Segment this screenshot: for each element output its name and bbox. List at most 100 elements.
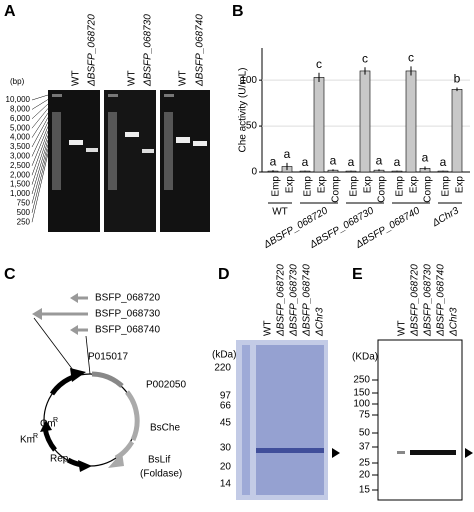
ladder-tick [31, 126, 49, 166]
y-tick-label: 100 [240, 75, 257, 86]
label: Comp [331, 176, 342, 203]
significance-letter: c [408, 51, 414, 65]
label: Emp [441, 176, 452, 197]
significance-letter: a [394, 155, 401, 169]
label: Emp [349, 176, 360, 197]
marker-label: 100 [353, 399, 370, 410]
label: Km [20, 435, 35, 446]
marker-label: 15 [359, 485, 371, 496]
panel-label: E [352, 266, 363, 283]
ladder-label: 4,000 [10, 133, 31, 142]
significance-letter: a [284, 147, 291, 161]
ladder-tick [31, 99, 49, 110]
label: Exp [363, 176, 374, 194]
ladder-tick [31, 144, 49, 204]
label: ΔBSFP_068740 [302, 264, 313, 337]
significance-letter: a [422, 151, 429, 165]
marker-label: 75 [359, 410, 371, 421]
label: BsLif [148, 455, 170, 466]
label: ΔBSFP_068730 [289, 264, 300, 337]
ladder-tick [31, 108, 49, 129]
label: P002050 [146, 380, 186, 391]
label: Comp [423, 176, 434, 203]
bar [451, 89, 463, 173]
label: WT [263, 320, 274, 336]
label: WT [127, 70, 138, 86]
ladder-label: 8,000 [10, 105, 31, 114]
ladder-label: 1,000 [10, 189, 31, 198]
unit-label: (kDa) [212, 350, 236, 361]
label: (Foldase) [140, 469, 182, 480]
ladder-label: 3,500 [10, 142, 31, 151]
ladder-tick [31, 121, 49, 157]
ladder-tick [31, 148, 49, 213]
ladder-tick [31, 112, 49, 138]
marker-label: 25 [359, 458, 371, 469]
label: WT [71, 70, 82, 86]
label: ΔBSFP_068720 [410, 264, 421, 337]
label: Exp [455, 176, 466, 194]
ladder-tick [31, 139, 49, 195]
marker-label: 20 [220, 462, 232, 473]
label: Comp [377, 176, 388, 203]
label: P015017 [88, 352, 128, 363]
significance-letter: a [376, 153, 383, 167]
group-label: WT [272, 207, 288, 218]
ladder-tick [31, 103, 49, 119]
label: ΔBSFP_068740 [436, 264, 447, 337]
marker-label: 50 [359, 428, 371, 439]
marker-label: 30 [220, 443, 232, 454]
significance-letter: a [302, 155, 309, 169]
label: Rep [50, 454, 69, 465]
marker-label: 45 [220, 418, 232, 429]
label: R [53, 417, 58, 424]
label: WT [178, 70, 189, 86]
ladder-label: 3,000 [10, 152, 31, 161]
label: ΔChr3 [315, 307, 326, 337]
label: ΔChr3 [430, 205, 461, 229]
label: Cm [40, 419, 56, 430]
ladder-label: 5,000 [10, 123, 31, 132]
panel-label: D [218, 266, 230, 283]
western-blot [377, 339, 473, 501]
label: Emp [271, 176, 282, 197]
label: ΔChr3 [449, 307, 460, 337]
significance-letter: a [440, 155, 447, 169]
marker-label: 20 [359, 470, 371, 481]
label: BSFP_068730 [95, 309, 160, 320]
ladder-label: 250 [17, 217, 31, 226]
significance-letter: c [362, 51, 368, 65]
bar [313, 77, 325, 173]
label: BsChe [150, 423, 180, 434]
marker-label: 250 [353, 375, 370, 386]
label: ΔBSFP_068730 [143, 14, 154, 87]
marker-label: 150 [353, 388, 370, 399]
significance-letter: b [454, 72, 461, 86]
bar [359, 70, 371, 173]
ladder-label: 10,000 [6, 95, 31, 104]
label: ΔBSFP_068720 [87, 14, 98, 87]
ladder-tick [31, 94, 49, 101]
ladder-tick [31, 135, 49, 185]
y-tick-label: 50 [246, 121, 258, 132]
ladder-tick [31, 153, 49, 223]
significance-letter: c [316, 57, 322, 71]
label: BSFP_068740 [95, 325, 160, 336]
label: R [33, 433, 38, 440]
ladder-label: 2,500 [10, 161, 31, 170]
label: Emp [303, 176, 314, 197]
plasmid-map [32, 293, 140, 472]
gels [48, 90, 210, 232]
panel-label: B [232, 3, 244, 20]
label: Exp [317, 176, 328, 194]
marker-label: 220 [214, 363, 231, 374]
y-tick-label: 0 [251, 167, 257, 178]
bar [405, 70, 417, 173]
ladder-label: 1,500 [10, 180, 31, 189]
significance-letter: a [330, 153, 337, 167]
ladder-label: 750 [17, 199, 31, 208]
significance-letter: a [348, 155, 355, 169]
unit-label: (bp) [10, 77, 25, 86]
marker-label: 66 [220, 401, 232, 412]
